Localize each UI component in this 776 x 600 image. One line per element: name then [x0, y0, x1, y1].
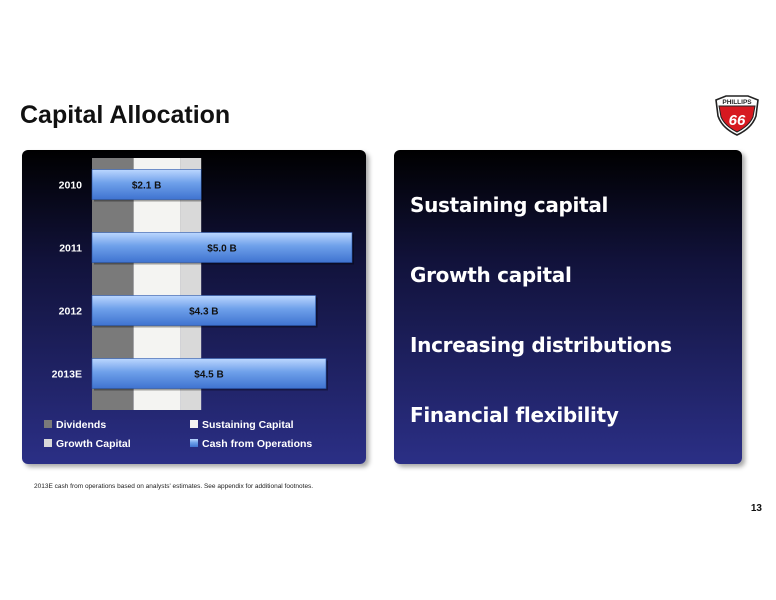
- bullet-panel: Sustaining capital Growth capital Increa…: [394, 150, 742, 464]
- category-label: 2010: [59, 180, 83, 192]
- legend-swatch: [190, 439, 198, 447]
- data-label: $5.0 B: [207, 244, 236, 255]
- svg-text:PHILLIPS: PHILLIPS: [722, 99, 752, 106]
- bullet-item: Sustaining capital: [410, 193, 609, 217]
- data-label: $2.1 B: [132, 181, 161, 192]
- bar-cash-from-operations: [91, 358, 327, 389]
- page-number: 13: [750, 503, 762, 514]
- svg-text:66: 66: [729, 112, 746, 129]
- category-label: 2011: [59, 243, 82, 255]
- category-label: 2013E: [52, 369, 82, 381]
- category-label: 2012: [59, 306, 83, 318]
- legend-label: Sustaining Capital: [202, 419, 294, 431]
- legend-swatch: [44, 420, 52, 428]
- bullet-item: Financial flexibility: [410, 403, 619, 427]
- data-label: $4.3 B: [189, 307, 218, 318]
- phillips-66-logo: PHILLIPS 66: [715, 95, 759, 136]
- legend-label: Cash from Operations: [202, 438, 312, 450]
- legend-label: Growth Capital: [56, 438, 131, 450]
- legend-swatch: [44, 439, 52, 447]
- bullet-item: Increasing distributions: [410, 333, 672, 357]
- bar-cash-from-operations: [91, 232, 353, 263]
- bullet-list: Sustaining capital Growth capital Increa…: [410, 190, 672, 470]
- legend-label: Dividends: [56, 419, 106, 431]
- data-label: $4.5 B: [194, 370, 223, 381]
- bullet-item: Growth capital: [410, 263, 572, 287]
- bar-cash-from-operations: [91, 169, 202, 200]
- column-growth-capital: [180, 158, 202, 410]
- page-title: Capital Allocation: [20, 101, 231, 129]
- footnote: 2013E cash from operations based on anal…: [34, 483, 314, 490]
- capital-allocation-chart: $2.1 B 2010 $5.0 B 2011 $4.3 B 2012 $4.5 B 2013…: [44, 158, 354, 450]
- chart-panel: $2.1 B 2010 $5.0 B 2011 $4.3 B 2012 $4.5 B 2013…: [22, 150, 366, 464]
- bar-cash-from-operations: [91, 295, 316, 326]
- legend-swatch: [190, 420, 198, 428]
